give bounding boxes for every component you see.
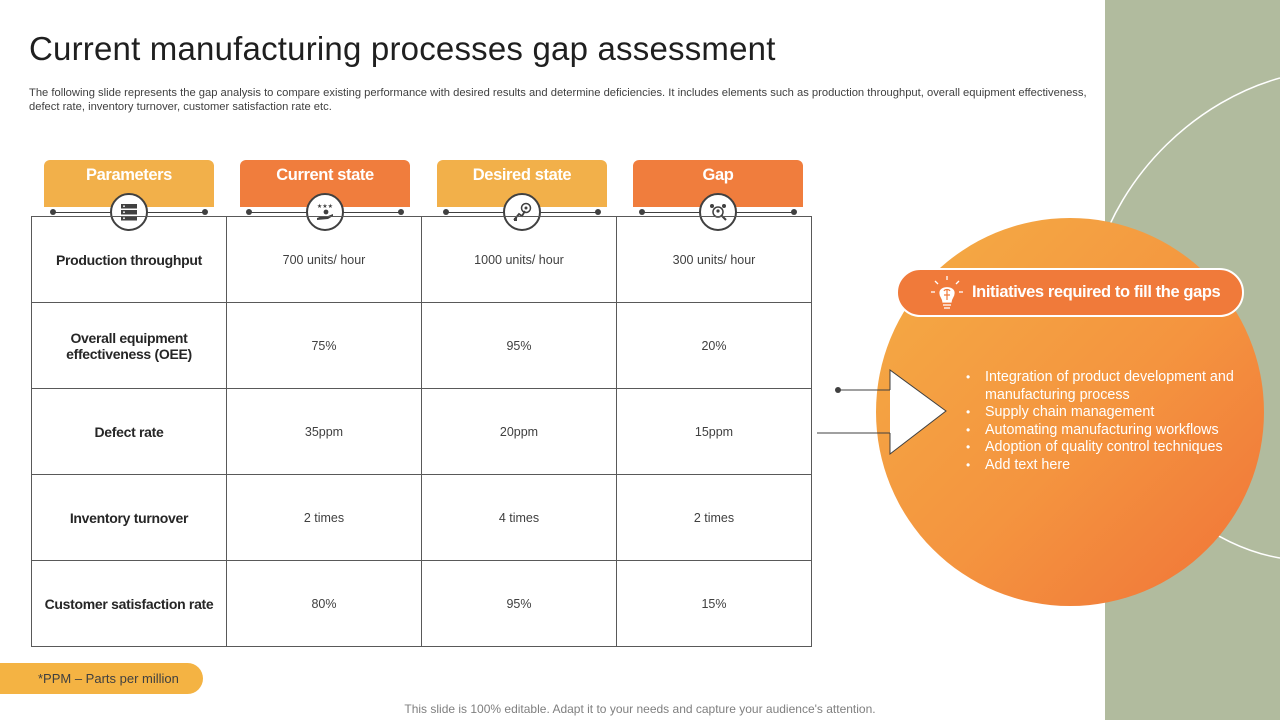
parameter-cell: Inventory turnover xyxy=(31,474,227,561)
connector-dot xyxy=(246,209,252,215)
table-row: Inventory turnover 2 times 4 times 2 tim… xyxy=(31,474,812,561)
connector-dot xyxy=(398,209,404,215)
parameter-cell: Defect rate xyxy=(31,388,227,475)
desired-cell: 20ppm xyxy=(421,388,617,475)
list-item: Adoption of quality control techniques xyxy=(966,439,1256,457)
footer-note: This slide is 100% editable. Adapt it to… xyxy=(404,702,876,716)
initiatives-title: Initiatives required to fill the gaps xyxy=(972,283,1221,301)
svg-text:★★★: ★★★ xyxy=(317,203,333,210)
table-row: Defect rate 35ppm 20ppm 15ppm xyxy=(31,388,812,475)
connector-dot xyxy=(639,209,645,215)
desired-cell: 1000 units/ hour xyxy=(421,216,617,303)
table-row: Production throughput 700 units/ hour 10… xyxy=(31,216,812,303)
gap-cell: 2 times xyxy=(616,474,812,561)
list-item: Automating manufacturing workflows xyxy=(966,422,1256,440)
parameter-cell: Production throughput xyxy=(31,216,227,303)
connector-dot xyxy=(595,209,601,215)
gap-cell: 20% xyxy=(616,302,812,389)
gap-table: Production throughput 700 units/ hour 10… xyxy=(31,216,812,647)
current-cell: 700 units/ hour xyxy=(226,216,422,303)
list-item: Supply chain management xyxy=(966,404,1256,422)
connector-dot xyxy=(202,209,208,215)
lightbulb-brain-icon xyxy=(928,274,966,312)
initiatives-header: Initiatives required to fill the gaps xyxy=(896,268,1244,317)
ppm-footnote: *PPM – Parts per million xyxy=(0,663,203,694)
list-item: Add text here xyxy=(966,457,1256,475)
arrow-dot xyxy=(835,387,841,393)
initiatives-list: Integration of product development and m… xyxy=(966,369,1256,474)
connector-dot xyxy=(443,209,449,215)
list-item: Integration of product development and m… xyxy=(966,369,1256,404)
desired-cell: 95% xyxy=(421,302,617,389)
current-cell: 80% xyxy=(226,560,422,647)
connector-dot xyxy=(791,209,797,215)
desired-cell: 95% xyxy=(421,560,617,647)
connector-dot xyxy=(50,209,56,215)
page-subtitle: The following slide represents the gap a… xyxy=(29,87,1087,113)
page-title: Current manufacturing processes gap asse… xyxy=(29,30,776,67)
desired-cell: 4 times xyxy=(421,474,617,561)
parameter-cell: Overall equipment effectiveness (OEE) xyxy=(31,302,227,389)
gap-cell: 15% xyxy=(616,560,812,647)
gap-cell: 15ppm xyxy=(616,388,812,475)
current-cell: 2 times xyxy=(226,474,422,561)
current-cell: 35ppm xyxy=(226,388,422,475)
table-row: Customer satisfaction rate 80% 95% 15% xyxy=(31,560,812,647)
table-row: Overall equipment effectiveness (OEE) 75… xyxy=(31,302,812,389)
parameter-cell: Customer satisfaction rate xyxy=(31,560,227,647)
current-cell: 75% xyxy=(226,302,422,389)
header-current-state: Current state xyxy=(240,160,410,207)
gap-cell: 300 units/ hour xyxy=(616,216,812,303)
